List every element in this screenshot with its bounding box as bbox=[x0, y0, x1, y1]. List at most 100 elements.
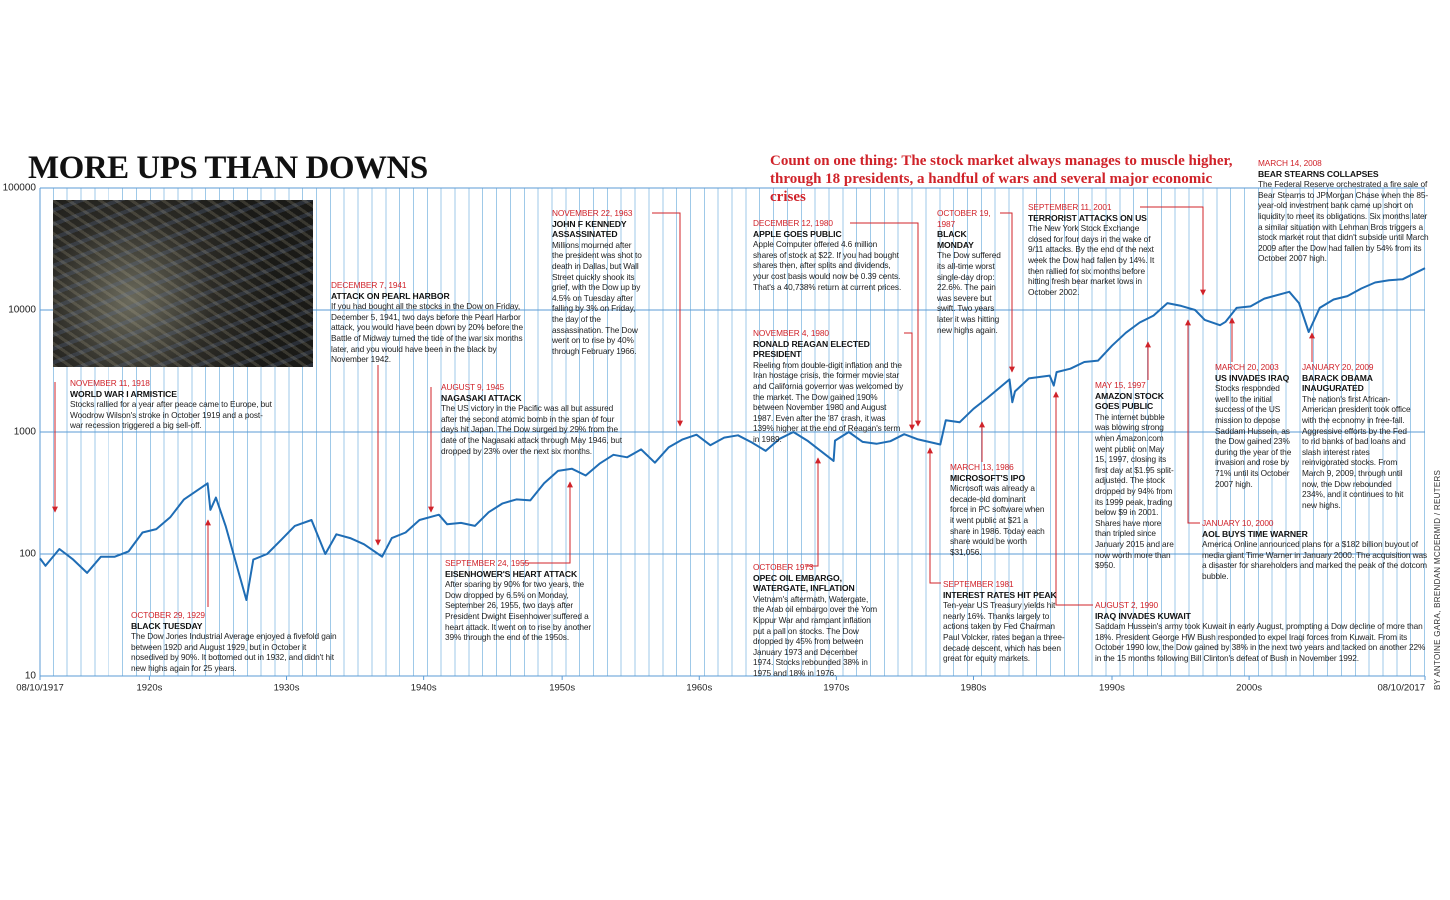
annotation-text: America Online announced plans for a $18… bbox=[1202, 539, 1428, 581]
annotation: NOVEMBER 4, 1980 RONALD REAGAN ELECTED PR… bbox=[753, 328, 905, 445]
annotation: OCTOBER 19, 1987 BLACK MONDAY The Dow suff… bbox=[937, 208, 1005, 335]
x-tick-label: 08/10/2017 bbox=[1377, 683, 1425, 694]
x-tick-label: 1930s bbox=[274, 683, 300, 694]
y-tick-label: 1000 bbox=[14, 427, 37, 438]
x-tick-label: 1990s bbox=[1099, 683, 1125, 694]
annotation-title: NAGASAKI ATTACK bbox=[441, 392, 522, 403]
x-tick-label: 1970s bbox=[823, 683, 849, 694]
annotation-title: BLACK MONDAY bbox=[937, 229, 974, 250]
annotation-title: IRAQ INVADES KUWAIT bbox=[1095, 610, 1191, 621]
annotation-text: If you had bought all the stocks in the … bbox=[331, 301, 523, 365]
annotation-text: The nation's first African-American pres… bbox=[1302, 393, 1411, 510]
annotation-text: Saddam Hussein's army took Kuwait in ear… bbox=[1095, 621, 1426, 663]
annotation-title: AMAZON STOCK GOES PUBLIC bbox=[1095, 390, 1164, 412]
annotation-text: Reeling from double-digit inflation and … bbox=[753, 359, 904, 444]
x-tick-label: 1940s bbox=[411, 683, 437, 694]
annotation-date: MARCH 20, 2003 bbox=[1215, 362, 1279, 372]
annotation-date: OCTOBER 1973 bbox=[753, 562, 814, 572]
x-tick-label: 2000s bbox=[1236, 683, 1262, 694]
annotation-text: Stocks rallied for a year after peace ca… bbox=[70, 399, 272, 431]
annotation: JANUARY 10, 2000 AOL BUYS TIME WARNER Amer… bbox=[1202, 518, 1430, 582]
annotation-title: US INVADES IRAQ bbox=[1215, 372, 1290, 383]
annotation-title: OPEC OIL EMBARGO, WATERGATE, INFLATION bbox=[753, 572, 855, 594]
annotation-title: INTEREST RATES HIT PEAK bbox=[943, 589, 1057, 600]
annotation-arrow bbox=[522, 481, 573, 564]
annotation-date: DECEMBER 7, 1941 bbox=[331, 280, 407, 290]
annotation: AUGUST 2, 1990 IRAQ INVADES KUWAIT Saddam … bbox=[1095, 600, 1430, 664]
trading-floor-photo bbox=[53, 200, 313, 367]
x-tick-label: 1920s bbox=[136, 683, 162, 694]
annotation: MARCH 13, 1986 MICROSOFT'S IPO Microsoft w… bbox=[950, 462, 1045, 557]
x-tick-label: 08/10/1917 bbox=[16, 683, 64, 694]
annotation-title: JOHN F KENNEDY ASSASSINATED bbox=[552, 218, 627, 240]
annotation-date: JANUARY 20, 2009 bbox=[1302, 362, 1374, 372]
annotation-title: BARACK OBAMA INAUGURATED bbox=[1302, 372, 1373, 394]
annotation: DECEMBER 7, 1941 ATTACK ON PEARL HARBOR If… bbox=[331, 280, 531, 365]
x-tick-label: 1960s bbox=[686, 683, 712, 694]
annotation-date: NOVEMBER 22, 1963 bbox=[552, 208, 633, 218]
annotation: NOVEMBER 22, 1963 JOHN F KENNEDY ASSASSIN… bbox=[552, 208, 642, 356]
annotation-date: OCTOBER 19, 1987 bbox=[937, 208, 991, 229]
annotation-text: After soaring by 90% for two years, the … bbox=[445, 579, 592, 643]
annotation-title: RONALD REAGAN ELECTED PRESIDENT bbox=[753, 338, 870, 360]
annotation-text: Microsoft was already a decade-old domin… bbox=[950, 483, 1045, 557]
x-tick-label: 1950s bbox=[549, 683, 575, 694]
annotation: SEPTEMBER 11, 2001 TERRORIST ATTACKS ON U… bbox=[1028, 202, 1160, 297]
annotation-date: NOVEMBER 11, 1918 bbox=[70, 378, 150, 388]
annotation-text: The internet bubble was blowing strong w… bbox=[1095, 411, 1174, 571]
annotation: DECEMBER 12, 1980 APPLE GOES PUBLIC Apple … bbox=[753, 218, 903, 292]
annotation-arrow bbox=[805, 457, 821, 567]
annotation: SEPTEMBER 1981 INTEREST RATES HIT PEAK Ten… bbox=[943, 579, 1071, 664]
annotation-title: BEAR STEARNS COLLAPSES bbox=[1258, 168, 1379, 179]
annotation-date: SEPTEMBER 24, 1955 bbox=[445, 558, 529, 568]
annotation: MAY 15, 1997 AMAZON STOCK GOES PUBLIC The … bbox=[1095, 380, 1177, 571]
annotation-arrow bbox=[1000, 212, 1015, 373]
annotation-text: Millions mourned after the president was… bbox=[552, 239, 642, 356]
annotation: OCTOBER 29, 1929 BLACK TUESDAY The Dow Jon… bbox=[131, 610, 343, 674]
annotation: MARCH 14, 2008 BEAR STEARNS COLLAPSES The … bbox=[1258, 158, 1430, 264]
annotation: SEPTEMBER 24, 1955 EISENHOWER'S HEART ATT… bbox=[445, 558, 595, 643]
x-tick-label: 1980s bbox=[961, 683, 987, 694]
annotation: AUGUST 9, 1945 NAGASAKI ATTACK The US vict… bbox=[441, 382, 631, 456]
annotation-text: The Federal Reserve orchestrated a fire … bbox=[1258, 179, 1429, 264]
annotation-title: TERRORIST ATTACKS ON US bbox=[1028, 212, 1147, 223]
annotation: MARCH 20, 2003 US INVADES IRAQ Stocks resp… bbox=[1215, 362, 1295, 489]
annotation-arrow bbox=[652, 212, 683, 427]
annotation-arrow bbox=[1185, 319, 1200, 524]
y-tick-label: 10000 bbox=[8, 305, 36, 316]
annotation: JANUARY 20, 2009 BARACK OBAMA INAUGURATED… bbox=[1302, 362, 1412, 510]
annotation-date: MAY 15, 1997 bbox=[1095, 380, 1146, 390]
y-tick-label: 100 bbox=[19, 549, 36, 560]
annotation-date: OCTOBER 29, 1929 bbox=[131, 610, 205, 620]
annotation-arrow bbox=[904, 332, 915, 431]
annotation-text: The Dow suffered its all-time worst sing… bbox=[937, 250, 1001, 335]
annotation-date: MARCH 14, 2008 bbox=[1258, 158, 1322, 168]
annotation-arrow bbox=[1140, 206, 1206, 296]
y-tick-label: 10 bbox=[25, 671, 37, 682]
annotation-date: AUGUST 2, 1990 bbox=[1095, 600, 1159, 610]
annotation-title: EISENHOWER'S HEART ATTACK bbox=[445, 568, 578, 579]
dow-line bbox=[39, 267, 1426, 601]
annotation-date: SEPTEMBER 1981 bbox=[943, 579, 1014, 589]
annotation-title: MICROSOFT'S IPO bbox=[950, 472, 1026, 483]
annotation-text: Ten-year US Treasury yields hit nearly 1… bbox=[943, 600, 1065, 664]
annotation-date: NOVEMBER 4, 1980 bbox=[753, 328, 829, 338]
annotation: OCTOBER 1973 OPEC OIL EMBARGO, WATERGATE,… bbox=[753, 562, 878, 679]
annotation-date: DECEMBER 12, 1980 bbox=[753, 218, 833, 228]
annotation-text: Apple Computer offered 4.6 million share… bbox=[753, 239, 902, 292]
annotation-date: SEPTEMBER 11, 2001 bbox=[1028, 202, 1112, 212]
y-tick-label: 100000 bbox=[3, 183, 37, 194]
annotation-text: The New York Stock Exchange closed for f… bbox=[1028, 223, 1155, 297]
annotation-arrow bbox=[1053, 391, 1093, 606]
annotation-text: The US victory in the Pacific was all bu… bbox=[441, 403, 622, 456]
annotation-title: APPLE GOES PUBLIC bbox=[753, 228, 842, 239]
annotation-date: MARCH 13, 1986 bbox=[950, 462, 1014, 472]
chart-title: MORE UPS THAN DOWNS bbox=[28, 150, 428, 186]
annotation-title: BLACK TUESDAY bbox=[131, 620, 203, 631]
credit: BY ANTOINE GARA, BRENDAN MCDERMID / REUT… bbox=[1433, 469, 1442, 690]
annotation-date: AUGUST 9, 1945 bbox=[441, 382, 505, 392]
annotation: NOVEMBER 11, 1918 WORLD WAR I ARMISTICE St… bbox=[70, 378, 275, 431]
annotation-title: WORLD WAR I ARMISTICE bbox=[70, 388, 177, 399]
annotation-title: AOL BUYS TIME WARNER bbox=[1202, 528, 1308, 539]
